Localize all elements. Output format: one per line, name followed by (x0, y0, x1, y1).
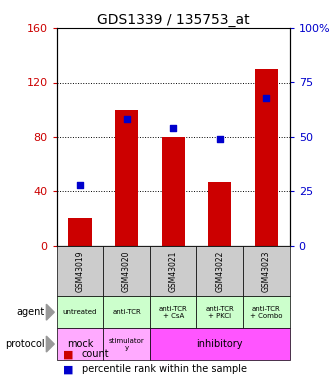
Bar (255, 69, 278, 246)
Text: anti-TCR
+ PKCi: anti-TCR + PKCi (205, 306, 234, 319)
Text: ■: ■ (63, 364, 74, 374)
Text: count: count (82, 350, 109, 359)
Bar (115, 110, 138, 246)
Bar (103, 328, 150, 360)
Bar (196, 246, 243, 296)
Text: anti-TCR
+ Combo: anti-TCR + Combo (250, 306, 283, 319)
Bar (196, 296, 243, 328)
Text: protocol: protocol (5, 339, 45, 349)
Text: anti-TCR: anti-TCR (112, 309, 141, 315)
Polygon shape (46, 304, 54, 320)
Text: stimulator
y: stimulator y (109, 338, 145, 351)
Text: GSM43023: GSM43023 (262, 250, 271, 292)
Point (264, 95, 269, 101)
Bar (150, 328, 290, 360)
Point (217, 136, 222, 142)
Polygon shape (46, 336, 54, 352)
Text: GSM43021: GSM43021 (168, 250, 178, 292)
Point (77, 182, 83, 188)
Text: agent: agent (17, 307, 45, 317)
Text: inhibitory: inhibitory (196, 339, 243, 349)
Text: percentile rank within the sample: percentile rank within the sample (82, 364, 246, 374)
Title: GDS1339 / 135753_at: GDS1339 / 135753_at (97, 13, 249, 27)
Bar (57, 328, 103, 360)
Bar (243, 246, 290, 296)
Bar (68, 218, 92, 246)
Bar (243, 296, 290, 328)
Bar (57, 246, 103, 296)
Bar (103, 246, 150, 296)
Bar (162, 137, 185, 246)
Point (170, 125, 176, 131)
Text: anti-TCR
+ CsA: anti-TCR + CsA (159, 306, 187, 319)
Text: GSM43020: GSM43020 (122, 250, 131, 292)
Bar (57, 296, 103, 328)
Point (124, 117, 129, 123)
Text: GSM43022: GSM43022 (215, 250, 224, 292)
Bar (208, 182, 231, 246)
Text: untreated: untreated (63, 309, 97, 315)
Text: ■: ■ (63, 350, 74, 359)
Bar (103, 296, 150, 328)
Bar (150, 246, 196, 296)
Bar (150, 296, 196, 328)
Text: GSM43019: GSM43019 (75, 250, 85, 292)
Text: mock: mock (67, 339, 93, 349)
